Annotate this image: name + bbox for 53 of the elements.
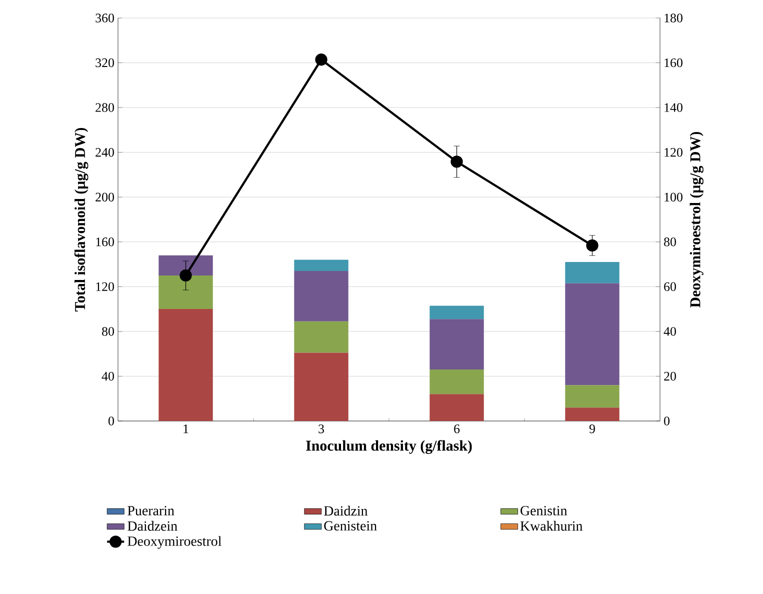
- legend-label: Kwakhurin: [520, 520, 583, 531]
- y2-tick-label: 0: [664, 416, 670, 426]
- bar: [158, 309, 213, 421]
- x-tick-label: 6: [454, 424, 460, 434]
- bar: [158, 275, 213, 310]
- y2-axis-title: Deoxymiroestrol (μg/g DW): [690, 132, 704, 308]
- legend-label: Genistin: [520, 506, 568, 516]
- legend-label: Deoxymiroestrol: [128, 536, 222, 549]
- y-tick-label: 80: [102, 327, 114, 336]
- y2-tick-label: 40: [664, 327, 676, 336]
- x-tick-label: 3: [318, 424, 324, 434]
- point: [315, 54, 328, 66]
- bar: [158, 255, 213, 276]
- x-tick-label: 1: [184, 424, 188, 434]
- y-tick-label: 200: [96, 192, 114, 202]
- y2-tick-label: 180: [664, 14, 682, 22]
- y-tick-label: 360: [96, 14, 114, 22]
- bar: [565, 385, 620, 408]
- bar: [430, 394, 484, 421]
- legend-label: Genistein: [324, 521, 377, 531]
- y-tick-label: 320: [96, 58, 114, 68]
- y-tick-label: 120: [96, 282, 114, 292]
- bar: [294, 270, 348, 322]
- y2-tick-label: 60: [664, 282, 676, 292]
- bar: [565, 408, 620, 421]
- y-tick-label: 280: [96, 103, 114, 112]
- legend-label: Daidzin: [324, 506, 368, 516]
- y2-tick-label: 120: [664, 148, 682, 157]
- y-tick-label: 160: [96, 238, 114, 246]
- y2-tick-label: 20: [664, 372, 676, 381]
- bar: [294, 321, 348, 353]
- y2-tick-label: 140: [664, 103, 682, 112]
- legend-label: Daidzein: [128, 520, 178, 531]
- x-axis-title: Inoculum density (g/flask): [306, 440, 472, 454]
- bar: [294, 352, 348, 421]
- point: [450, 156, 463, 168]
- y-axis-title: Total isoflavonoid (μg/g DW): [74, 128, 88, 312]
- bar: [294, 260, 348, 271]
- y-tick-label: 40: [102, 372, 114, 381]
- y2-tick-label: 100: [664, 192, 682, 202]
- y2-tick-label: 80: [664, 238, 676, 246]
- y2-tick-label: 160: [664, 58, 682, 68]
- bar: [430, 319, 484, 370]
- point: [180, 269, 192, 282]
- bar: [430, 370, 484, 394]
- y-tick-label: 0: [108, 416, 114, 426]
- y-tick-label: 240: [96, 148, 114, 157]
- point: [586, 239, 598, 252]
- bar: [565, 283, 620, 386]
- x-tick-label: 9: [589, 424, 595, 434]
- legend-label: Puerarin: [128, 506, 174, 516]
- bar: [565, 262, 620, 284]
- bar: [430, 306, 484, 320]
